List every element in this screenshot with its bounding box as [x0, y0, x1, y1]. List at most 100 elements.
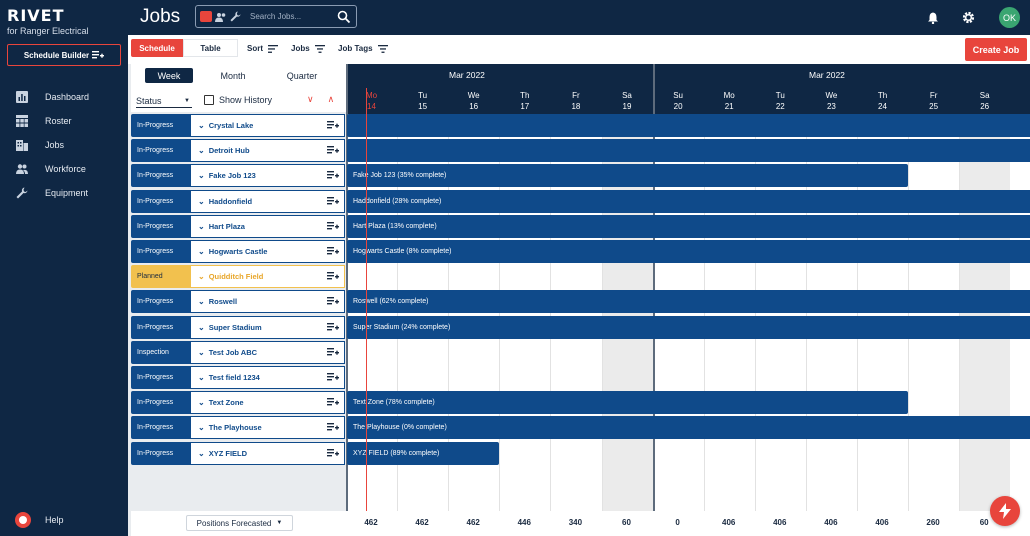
job-schedule-bar[interactable]: XYZ FIELD (89% complete) [347, 441, 500, 465]
job-name-cell[interactable]: ⌄ Fake Job 123 [191, 164, 345, 188]
gear-icon[interactable] [962, 11, 975, 24]
playlist-add-icon[interactable] [327, 373, 339, 382]
job-name-cell[interactable]: ⌄ Test field 1234 [191, 366, 345, 389]
sidebar-item-roster[interactable]: Roster [0, 109, 128, 133]
sidebar-item-dashboard[interactable]: Dashboard [0, 85, 128, 109]
sidebar-item-workforce[interactable]: Workforce [0, 157, 128, 181]
job-row[interactable]: In-Progress ⌄ Test field 1234 [131, 366, 345, 389]
create-job-button[interactable]: Create Job [965, 38, 1027, 61]
job-row[interactable]: In-Progress ⌄ Fake Job 123 [131, 164, 345, 188]
job-row[interactable]: In-Progress ⌄ The Playhouse [131, 416, 345, 440]
show-history-checkbox[interactable]: Show History [204, 95, 272, 105]
period-quarter[interactable]: Quarter [286, 70, 318, 81]
job-name-cell[interactable]: ⌄ Detroit Hub [191, 139, 345, 163]
period-month[interactable]: Month [220, 70, 246, 81]
chevron-down-icon[interactable]: ⌄ [198, 247, 205, 256]
playlist-add-icon[interactable] [327, 297, 339, 306]
chevron-down-icon[interactable]: ⌄ [198, 146, 205, 156]
chevron-down-icon[interactable]: ∨ [307, 94, 314, 104]
chevron-down-icon[interactable]: ⌄ [198, 171, 205, 181]
people-icon[interactable] [215, 12, 227, 22]
search-icon[interactable] [337, 10, 351, 24]
job-row[interactable]: Inspection ⌄ Test Job ABC [131, 340, 345, 364]
job-row[interactable]: In-Progress ⌄ Hart Plaza [131, 214, 345, 238]
chevron-down-icon[interactable]: ⌄ [198, 297, 205, 307]
playlist-add-icon[interactable] [327, 146, 339, 155]
playlist-add-icon[interactable] [327, 448, 339, 458]
job-schedule-bar[interactable]: Haddonfield (28% complete) [347, 189, 1030, 213]
job-name-cell[interactable]: ⌄ Super Stadium [191, 315, 345, 339]
playlist-add-icon[interactable] [327, 247, 339, 256]
sort-button[interactable]: Sort [247, 44, 278, 53]
playlist-add-icon[interactable] [327, 121, 339, 130]
chevron-up-icon[interactable]: ∧ [327, 94, 335, 104]
period-week[interactable]: Week [145, 68, 193, 83]
job-row[interactable]: In-Progress ⌄ Haddonfield [131, 189, 345, 213]
chevron-down-icon[interactable]: ⌄ [198, 398, 205, 408]
quick-action-button[interactable] [990, 496, 1020, 526]
job-name-cell[interactable]: ⌄ Hart Plaza [191, 214, 345, 238]
building-icon[interactable] [200, 11, 212, 22]
chevron-down-icon[interactable]: ⌄ [198, 272, 205, 282]
day-header: We 23 [806, 90, 857, 112]
playlist-add-icon[interactable] [327, 398, 339, 407]
chevron-down-icon[interactable]: ⌄ [198, 196, 205, 206]
playlist-add-icon[interactable] [327, 347, 339, 357]
sidebar-item-equipment[interactable]: Equipment [0, 181, 128, 205]
avatar[interactable]: OK [999, 7, 1020, 28]
chevron-down-icon[interactable]: ⌄ [198, 221, 205, 231]
schedule-builder-button[interactable]: Schedule Builder [7, 44, 121, 66]
chevron-down-icon[interactable]: ⌄ [198, 121, 205, 130]
day-of-week: Sa [622, 91, 632, 100]
tab-schedule[interactable]: Schedule [131, 39, 183, 57]
job-row[interactable]: In-Progress ⌄ Roswell [131, 290, 345, 314]
playlist-add-icon[interactable] [327, 221, 339, 231]
chevron-down-icon[interactable]: ⌄ [198, 448, 205, 458]
job-name-cell[interactable]: ⌄ XYZ FIELD [191, 441, 345, 465]
job-row[interactable]: In-Progress ⌄ Hogwarts Castle [131, 240, 345, 263]
bell-icon[interactable] [927, 12, 939, 24]
job-name-cell[interactable]: ⌄ Hogwarts Castle [191, 240, 345, 263]
job-schedule-bar[interactable]: The Playhouse (0% complete) [347, 416, 1030, 440]
playlist-add-icon[interactable] [327, 272, 339, 281]
job-schedule-bar[interactable]: Hogwarts Castle (8% complete) [347, 240, 1030, 263]
jobs-filter-button[interactable]: Jobs [291, 44, 325, 53]
status-select[interactable]: Status ▼ [136, 94, 192, 108]
playlist-add-icon[interactable] [327, 322, 339, 332]
job-name-cell[interactable]: ⌄ Test Job ABC [191, 340, 345, 364]
job-schedule-bar[interactable]: Hart Plaza (13% complete) [347, 214, 1030, 238]
job-name-cell[interactable]: ⌄ The Playhouse [191, 416, 345, 440]
job-name-cell[interactable]: ⌄ Haddonfield [191, 189, 345, 213]
chevron-down-icon[interactable]: ⌄ [198, 347, 205, 357]
job-row[interactable]: In-Progress ⌄ XYZ FIELD [131, 441, 345, 465]
search-input[interactable]: Search Jobs... [250, 12, 302, 21]
job-schedule-bar[interactable]: Fake Job 123 (35% complete) [347, 164, 909, 188]
sidebar-item-jobs[interactable]: Jobs [0, 133, 128, 157]
job-schedule-bar[interactable]: Roswell (62% complete) [347, 290, 1030, 314]
wrench-icon[interactable] [230, 11, 241, 22]
chevron-down-icon[interactable]: ⌄ [198, 322, 205, 332]
job-tags-filter-button[interactable]: Job Tags [338, 44, 388, 53]
job-schedule-bar[interactable]: Text Zone (78% complete) [347, 391, 909, 415]
job-row[interactable]: In-Progress ⌄ Super Stadium [131, 315, 345, 339]
playlist-add-icon[interactable] [327, 171, 339, 180]
job-schedule-bar[interactable] [347, 139, 1030, 163]
chevron-down-icon[interactable]: ⌄ [198, 373, 205, 382]
positions-forecasted-select[interactable]: Positions Forecasted ▼ [186, 515, 293, 531]
job-name-cell[interactable]: ⌄ Text Zone [191, 391, 345, 415]
job-row[interactable]: Planned ⌄ Quidditch Field [131, 265, 345, 289]
job-row[interactable]: In-Progress ⌄ Crystal Lake [131, 114, 345, 137]
playlist-add-icon[interactable] [327, 423, 339, 432]
job-row[interactable]: In-Progress ⌄ Detroit Hub [131, 139, 345, 163]
help-link[interactable]: Help [15, 512, 64, 528]
playlist-add-icon[interactable] [327, 196, 339, 206]
job-name-cell[interactable]: ⌄ Crystal Lake [191, 114, 345, 137]
chevron-down-icon[interactable]: ⌄ [198, 423, 205, 433]
job-name-cell[interactable]: ⌄ Roswell [191, 290, 345, 314]
job-schedule-bar[interactable]: Super Stadium (24% complete) [347, 315, 1030, 339]
job-name-cell[interactable]: ⌄ Quidditch Field [191, 265, 345, 289]
search-box[interactable]: Search Jobs... [195, 5, 357, 28]
job-row[interactable]: In-Progress ⌄ Text Zone [131, 391, 345, 415]
job-schedule-bar[interactable] [347, 114, 1030, 137]
tab-table[interactable]: Table [183, 39, 238, 57]
